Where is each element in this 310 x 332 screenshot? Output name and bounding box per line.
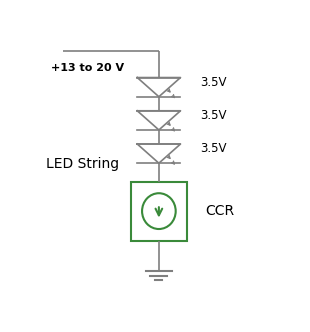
Text: 3.5V: 3.5V	[200, 76, 226, 89]
Text: +13 to 20 V: +13 to 20 V	[51, 63, 124, 73]
Text: 3.5V: 3.5V	[200, 109, 226, 122]
Bar	[131, 182, 187, 240]
Text: LED String: LED String	[46, 157, 119, 171]
Text: CCR: CCR	[206, 204, 235, 218]
Text: 3.5V: 3.5V	[200, 142, 226, 155]
